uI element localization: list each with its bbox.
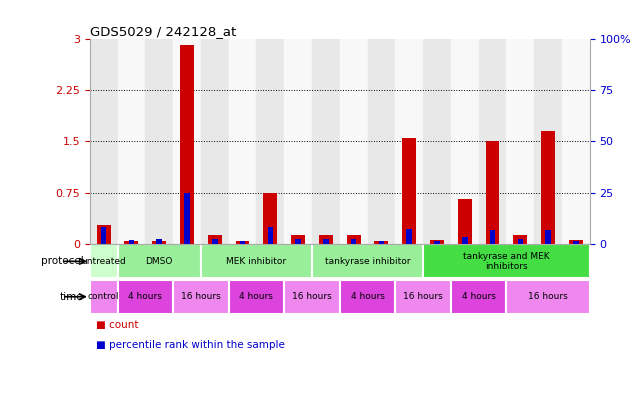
Bar	[545, 230, 551, 244]
Bar	[340, 39, 367, 244]
Bar	[263, 193, 278, 244]
Bar	[146, 39, 173, 244]
Bar	[284, 39, 312, 244]
Bar	[367, 39, 395, 244]
Text: tankyrase inhibitor: tankyrase inhibitor	[325, 257, 410, 266]
Bar	[434, 241, 440, 244]
Bar	[541, 131, 555, 244]
Text: 16 hours: 16 hours	[181, 292, 221, 301]
Bar	[423, 244, 590, 278]
Bar	[458, 199, 472, 244]
Bar	[323, 239, 329, 244]
Bar	[486, 141, 499, 244]
Bar	[395, 39, 423, 244]
Bar	[340, 280, 395, 314]
Bar	[173, 39, 201, 244]
Text: 4 hours: 4 hours	[128, 292, 162, 301]
Bar	[451, 39, 479, 244]
Bar	[229, 39, 256, 244]
Bar	[153, 241, 166, 244]
Bar	[117, 39, 146, 244]
Bar	[506, 280, 590, 314]
Bar	[374, 241, 388, 244]
Bar	[296, 239, 301, 244]
Bar	[90, 39, 117, 244]
Text: 4 hours: 4 hours	[351, 292, 385, 301]
Bar	[284, 280, 340, 314]
Bar	[129, 240, 134, 244]
Bar	[451, 280, 506, 314]
Bar	[312, 39, 340, 244]
Bar	[513, 235, 527, 244]
Text: 16 hours: 16 hours	[403, 292, 443, 301]
Text: untreated: untreated	[81, 257, 126, 266]
Bar	[97, 224, 111, 244]
Bar	[117, 244, 201, 278]
Bar	[90, 280, 117, 314]
Bar	[184, 193, 190, 244]
Text: DMSO: DMSO	[146, 257, 173, 266]
Text: ■ percentile rank within the sample: ■ percentile rank within the sample	[96, 340, 285, 350]
Text: tankyrase and MEK
inhibitors: tankyrase and MEK inhibitors	[463, 252, 550, 271]
Text: time: time	[60, 292, 83, 302]
Bar	[236, 241, 249, 244]
Bar	[256, 39, 284, 244]
Text: ■ count: ■ count	[96, 320, 138, 330]
Text: MEK inhibitor: MEK inhibitor	[226, 257, 287, 266]
Text: control: control	[88, 292, 119, 301]
Bar	[291, 235, 305, 244]
Bar	[124, 241, 138, 244]
Bar	[347, 235, 360, 244]
Bar	[156, 239, 162, 244]
Bar	[240, 241, 246, 244]
Text: 16 hours: 16 hours	[528, 292, 568, 301]
Bar	[351, 239, 356, 244]
Bar	[406, 230, 412, 244]
Text: 4 hours: 4 hours	[240, 292, 273, 301]
Bar	[379, 241, 384, 244]
Bar	[90, 244, 117, 278]
Text: 16 hours: 16 hours	[292, 292, 332, 301]
Bar	[180, 45, 194, 244]
Bar	[173, 280, 229, 314]
Bar	[267, 227, 273, 244]
Bar	[490, 230, 495, 244]
Bar	[403, 138, 416, 244]
Bar	[569, 240, 583, 244]
Text: 4 hours: 4 hours	[462, 292, 495, 301]
Bar	[517, 239, 523, 244]
Bar	[423, 39, 451, 244]
Bar	[312, 244, 423, 278]
Bar	[395, 280, 451, 314]
Bar	[212, 239, 217, 244]
Bar	[229, 280, 284, 314]
Text: protocol: protocol	[40, 256, 83, 266]
Bar	[201, 39, 229, 244]
Bar	[430, 240, 444, 244]
Bar	[319, 235, 333, 244]
Text: GDS5029 / 242128_at: GDS5029 / 242128_at	[90, 25, 236, 38]
Bar	[117, 280, 173, 314]
Bar	[101, 227, 106, 244]
Bar	[479, 39, 506, 244]
Bar	[573, 241, 579, 244]
Bar	[462, 237, 467, 244]
Bar	[562, 39, 590, 244]
Bar	[208, 235, 222, 244]
Bar	[201, 244, 312, 278]
Bar	[534, 39, 562, 244]
Bar	[506, 39, 534, 244]
